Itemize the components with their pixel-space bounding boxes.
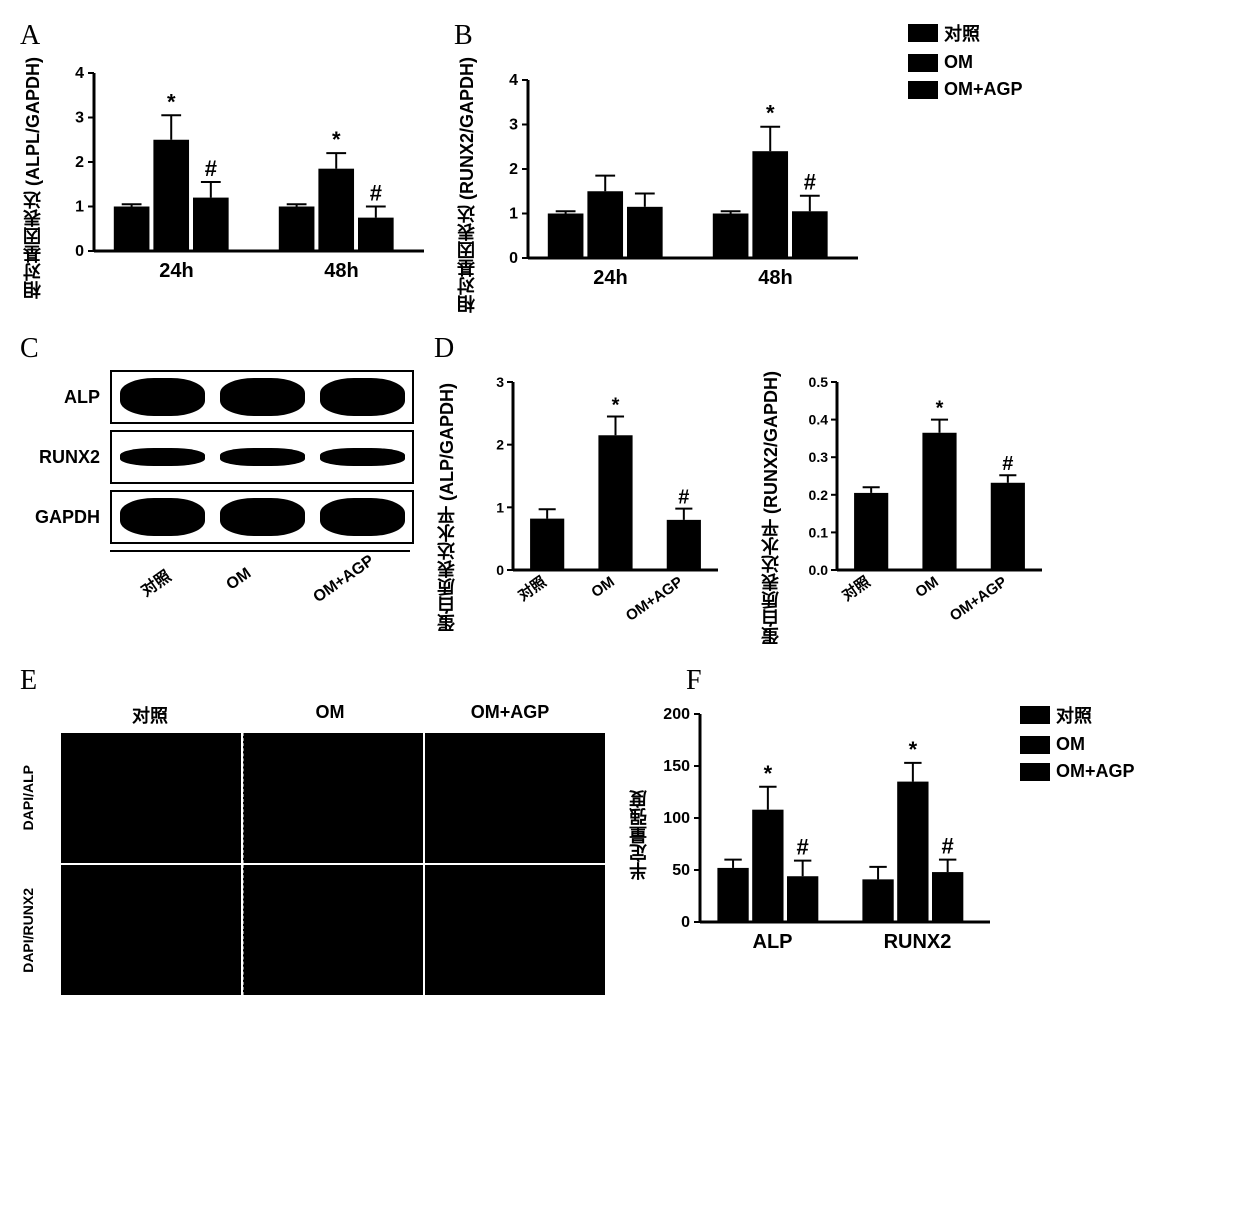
svg-text:对照: 对照 [515,573,550,605]
if-cell [242,864,424,996]
svg-text:*: * [936,398,944,420]
svg-text:0: 0 [496,562,504,578]
svg-text:0.2: 0.2 [809,487,829,503]
svg-text:*: * [764,761,773,786]
svg-text:2: 2 [496,437,504,453]
blot-row-gapdh: GAPDH [20,507,100,528]
svg-text:OM: OM [912,573,942,601]
svg-text:RUNX2: RUNX2 [884,931,952,953]
svg-text:对照: 对照 [839,573,874,605]
panel-f-label: F [686,665,1135,697]
legend-item-control: 对照 [908,20,1023,46]
if-cell [60,732,242,864]
svg-text:100: 100 [663,810,690,827]
svg-text:0.4: 0.4 [809,412,829,428]
panel-d1-chart: 0 1 2 3 对照 * OM # OM+AGP [468,370,728,645]
svg-text:0.0: 0.0 [809,562,829,578]
panel-b-chart: 0 1 2 3 4 24h * #48h [488,68,868,303]
svg-text:*: * [766,100,775,125]
svg-text:#: # [804,169,816,194]
panel-f-ylabel: 半定量强度 [626,790,652,880]
svg-text:#: # [370,180,382,205]
legend-f: 对照 OM OM+AGP [1020,702,1135,782]
svg-text:4: 4 [509,72,518,89]
if-cell [424,864,606,996]
svg-text:24h: 24h [593,267,627,289]
legend-item-om: OM [908,52,1023,73]
blot-lane-labels: 对照 OM OM+AGP [110,550,410,594]
svg-text:1: 1 [496,499,504,515]
svg-text:50: 50 [672,862,690,879]
if-cell [60,864,242,996]
svg-text:OM+AGP: OM+AGP [623,573,686,624]
panel-a-label: A [20,20,434,52]
svg-text:ALP: ALP [753,931,793,953]
panel-d2-ylabel: 蛋白质表达水平 (RUNX2/GAPDH) [758,371,784,645]
if-col-om-agp: OM+AGP [420,702,600,732]
panel-f: F 半定量强度 0 50 100 150 200 * # ALP * # RUNX2 对照 OM O… [626,665,1135,967]
blot-row-runx2: RUNX2 [20,447,100,468]
svg-text:1: 1 [75,198,84,215]
svg-text:3: 3 [496,374,504,390]
svg-text:150: 150 [663,758,690,775]
panel-b-ylabel: 相对基因表达 (RUNX2/GAPDH) [454,57,480,313]
legend-item-om-agp: OM+AGP [908,79,1023,100]
svg-text:*: * [909,737,918,762]
svg-text:4: 4 [75,65,84,82]
panel-d-label: D [434,333,1220,365]
panel-a-chart: 0 1 2 3 4 * #24h * #48h [54,61,434,296]
panel-c-blot: ALP RUNX2 GAPDH 对照 OM OM+AGP [20,370,414,594]
panel-e: E 对照 OM OM+AGP DAPI/ALP DAPI/RUNX2 [20,665,606,996]
svg-text:#: # [1002,453,1013,475]
svg-text:*: * [612,394,620,416]
svg-text:OM+AGP: OM+AGP [947,573,1010,624]
panel-f-chart: 0 50 100 150 200 * # ALP * # RUNX2 [660,702,1000,967]
svg-text:200: 200 [663,706,690,723]
svg-text:1: 1 [509,205,518,222]
row-ef: E 对照 OM OM+AGP DAPI/ALP DAPI/RUNX2 F [20,665,1220,996]
panel-d2-chart: 0.0 0.1 0.2 0.3 0.4 0.5 对照 * OM # OM+AGP [792,370,1052,645]
row-ab: A 相对基因表达 (ALPL/GAPDH) 0 1 2 3 4 * #24h * #48h B … [20,20,1220,313]
panel-a-ylabel: 相对基因表达 (ALPL/GAPDH) [20,57,46,299]
svg-text:0.5: 0.5 [809,374,829,390]
svg-text:3: 3 [75,109,84,126]
if-cell [424,732,606,864]
svg-text:0: 0 [681,914,690,931]
svg-text:*: * [332,127,341,152]
if-col-om: OM [240,702,420,732]
panel-e-grid: 对照 OM OM+AGP DAPI/ALP DAPI/RUNX2 [20,702,606,996]
panel-e-label: E [20,665,606,697]
svg-text:24h: 24h [159,260,193,282]
panel-c: C ALP RUNX2 GAPDH 对照 OM OM+AGP [20,333,414,594]
if-cell [242,732,424,864]
blot-row-alp: ALP [20,387,100,408]
svg-text:2: 2 [509,161,518,178]
panel-d1-ylabel: 蛋白质表达水平 (ALP/GAPDH) [434,383,460,632]
svg-text:#: # [678,487,689,509]
panel-b-label: B [454,20,868,52]
if-row-runx2: DAPI/RUNX2 [20,888,60,973]
svg-text:48h: 48h [758,267,792,289]
svg-text:OM: OM [588,573,618,601]
row-cd: C ALP RUNX2 GAPDH 对照 OM OM+AGP D 蛋白质表达水平… [20,333,1220,645]
svg-text:0.3: 0.3 [809,449,829,465]
if-row-alp: DAPI/ALP [20,765,60,830]
panel-a: A 相对基因表达 (ALPL/GAPDH) 0 1 2 3 4 * #24h * #48h [20,20,434,299]
svg-text:0: 0 [75,243,84,260]
svg-text:0: 0 [509,250,518,267]
svg-text:48h: 48h [324,260,358,282]
svg-text:0.1: 0.1 [809,524,829,540]
svg-text:*: * [167,89,176,114]
panel-d: D 蛋白质表达水平 (ALP/GAPDH) 0 1 2 3 对照 * OM # OM+AGP 蛋… [434,333,1220,645]
svg-text:3: 3 [509,116,518,133]
svg-text:#: # [205,156,217,181]
legend-ab: 对照 OM OM+AGP [908,20,1023,100]
svg-text:2: 2 [75,154,84,171]
svg-text:#: # [797,835,809,860]
if-col-control: 对照 [60,702,240,732]
panel-c-label: C [20,333,414,365]
svg-text:#: # [942,834,954,859]
panel-b: B 相对基因表达 (RUNX2/GAPDH) 0 1 2 3 4 24h * #48h [454,20,868,313]
